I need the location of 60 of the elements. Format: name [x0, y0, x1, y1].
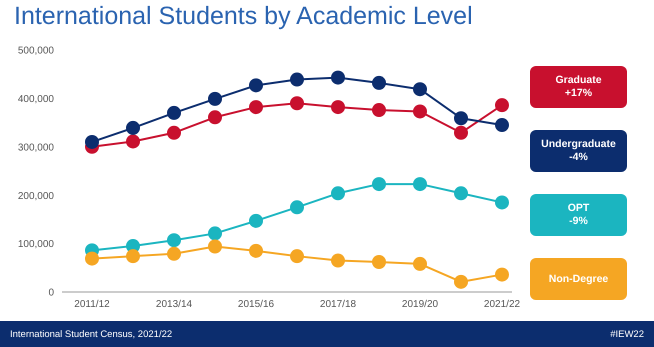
point	[249, 214, 263, 228]
point	[290, 200, 304, 214]
point	[495, 268, 509, 282]
point	[495, 98, 509, 112]
text: #IEW22	[610, 328, 644, 340]
point	[413, 104, 427, 118]
text: Non-Degree	[548, 272, 608, 286]
point	[454, 126, 468, 140]
point	[331, 254, 345, 268]
point	[249, 78, 263, 92]
chart-title: International Students by Academic Level	[14, 2, 473, 31]
y-tick-label: 400,000	[18, 94, 54, 105]
y-tick-label: 500,000	[18, 46, 54, 57]
y-tick-label: 200,000	[18, 190, 54, 202]
point	[454, 111, 468, 126]
point	[413, 256, 427, 271]
point	[249, 244, 263, 258]
x-tick-label: 2021/22	[484, 299, 521, 310]
point	[331, 186, 345, 200]
point	[208, 226, 222, 240]
point	[85, 134, 99, 149]
point	[454, 186, 468, 200]
point	[331, 100, 345, 114]
point	[372, 254, 386, 269]
point	[208, 110, 222, 124]
x-tick-label: 2019/20	[402, 299, 439, 310]
point	[126, 120, 140, 135]
text: OPT -9%	[568, 202, 590, 228]
point	[290, 72, 304, 87]
point	[372, 76, 386, 90]
point	[126, 249, 140, 264]
point	[126, 134, 140, 148]
point	[249, 100, 263, 114]
point	[413, 82, 427, 96]
y-tick-label: 100,000	[18, 239, 54, 250]
x-tick-label: 2017/18	[320, 299, 357, 310]
point	[372, 177, 386, 192]
point	[85, 252, 99, 266]
point	[208, 92, 222, 106]
point	[454, 274, 468, 289]
point	[167, 126, 181, 140]
point	[167, 246, 181, 261]
point	[372, 103, 386, 118]
y-tick-label: 0	[48, 288, 54, 299]
point	[331, 70, 345, 85]
x-tick-label: 2015/16	[238, 299, 275, 310]
text: Undergraduate -4%	[541, 138, 616, 164]
y-tick-label: 300,000	[18, 142, 54, 154]
point	[290, 249, 304, 264]
point	[495, 118, 509, 132]
point	[167, 106, 181, 120]
x-tick-label: 2013/14	[156, 299, 193, 310]
point	[208, 240, 222, 254]
point	[413, 177, 427, 192]
text: International Student Census, 2021/22	[10, 328, 172, 340]
point	[495, 195, 509, 210]
x-tick-label: 2011/12	[74, 299, 110, 310]
point	[167, 233, 181, 248]
text: Graduate +17%	[555, 74, 602, 100]
point	[290, 96, 304, 110]
